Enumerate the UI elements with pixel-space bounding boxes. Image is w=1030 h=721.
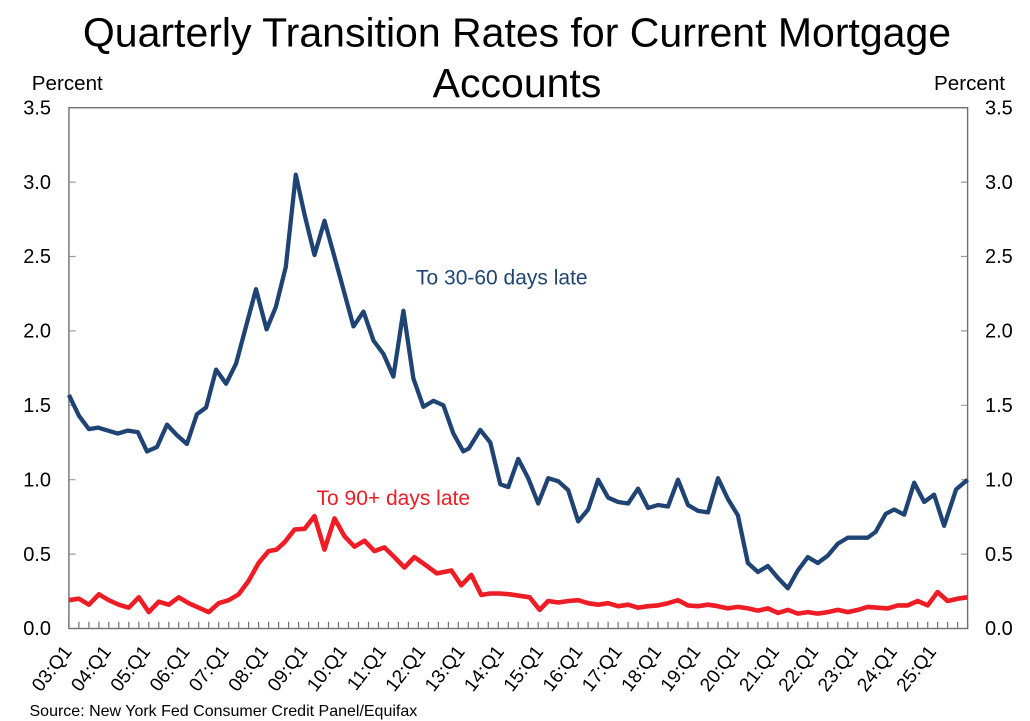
svg-text:12:Q1: 12:Q1 (382, 642, 430, 696)
svg-text:19:Q1: 19:Q1 (657, 642, 705, 696)
svg-text:22:Q1: 22:Q1 (775, 642, 823, 696)
svg-text:10:Q1: 10:Q1 (303, 642, 351, 696)
svg-text:0.5: 0.5 (985, 544, 1013, 566)
svg-text:05:Q1: 05:Q1 (107, 642, 155, 696)
svg-text:08:Q1: 08:Q1 (225, 642, 273, 696)
svg-text:3.5: 3.5 (985, 97, 1013, 119)
svg-text:3.5: 3.5 (23, 97, 51, 119)
svg-text:Percent: Percent (32, 72, 103, 95)
svg-text:3.0: 3.0 (985, 172, 1013, 194)
svg-text:14:Q1: 14:Q1 (460, 642, 508, 696)
svg-text:20:Q1: 20:Q1 (696, 642, 744, 696)
svg-text:13:Q1: 13:Q1 (421, 642, 469, 696)
svg-text:2.0: 2.0 (23, 321, 51, 343)
svg-text:Accounts: Accounts (433, 60, 602, 106)
svg-text:3.0: 3.0 (23, 172, 51, 194)
svg-text:2.0: 2.0 (985, 321, 1013, 343)
svg-text:0.0: 0.0 (23, 618, 51, 640)
svg-text:11:Q1: 11:Q1 (343, 642, 391, 695)
svg-text:1.0: 1.0 (23, 469, 51, 491)
svg-text:09:Q1: 09:Q1 (264, 642, 312, 696)
svg-text:04:Q1: 04:Q1 (67, 642, 115, 696)
svg-text:06:Q1: 06:Q1 (146, 642, 194, 696)
svg-text:24:Q1: 24:Q1 (853, 642, 901, 696)
svg-text:07:Q1: 07:Q1 (185, 642, 233, 696)
svg-text:0.0: 0.0 (985, 618, 1013, 640)
svg-text:18:Q1: 18:Q1 (618, 642, 666, 696)
svg-text:16:Q1: 16:Q1 (539, 642, 587, 696)
svg-text:25:Q1: 25:Q1 (893, 642, 941, 696)
svg-text:2.5: 2.5 (23, 246, 51, 268)
svg-text:0.5: 0.5 (23, 544, 51, 566)
svg-text:15:Q1: 15:Q1 (500, 642, 548, 696)
svg-text:17:Q1: 17:Q1 (578, 642, 626, 696)
svg-text:23:Q1: 23:Q1 (814, 642, 862, 696)
svg-text:21:Q1: 21:Q1 (736, 642, 784, 696)
svg-text:Quarterly Transition Rates for: Quarterly Transition Rates for Current M… (83, 10, 951, 56)
svg-text:Percent: Percent (934, 72, 1005, 95)
svg-text:1.5: 1.5 (985, 395, 1013, 417)
svg-text:To 90+ days late: To 90+ days late (317, 487, 471, 510)
svg-text:To 30-60 days late: To 30-60 days late (416, 267, 588, 290)
svg-text:2.5: 2.5 (985, 246, 1013, 268)
svg-text:Source: New York Fed Consumer: Source: New York Fed Consumer Credit Pan… (30, 703, 418, 720)
svg-text:1.5: 1.5 (23, 395, 51, 417)
svg-text:03:Q1: 03:Q1 (28, 642, 76, 696)
svg-text:1.0: 1.0 (985, 469, 1013, 491)
